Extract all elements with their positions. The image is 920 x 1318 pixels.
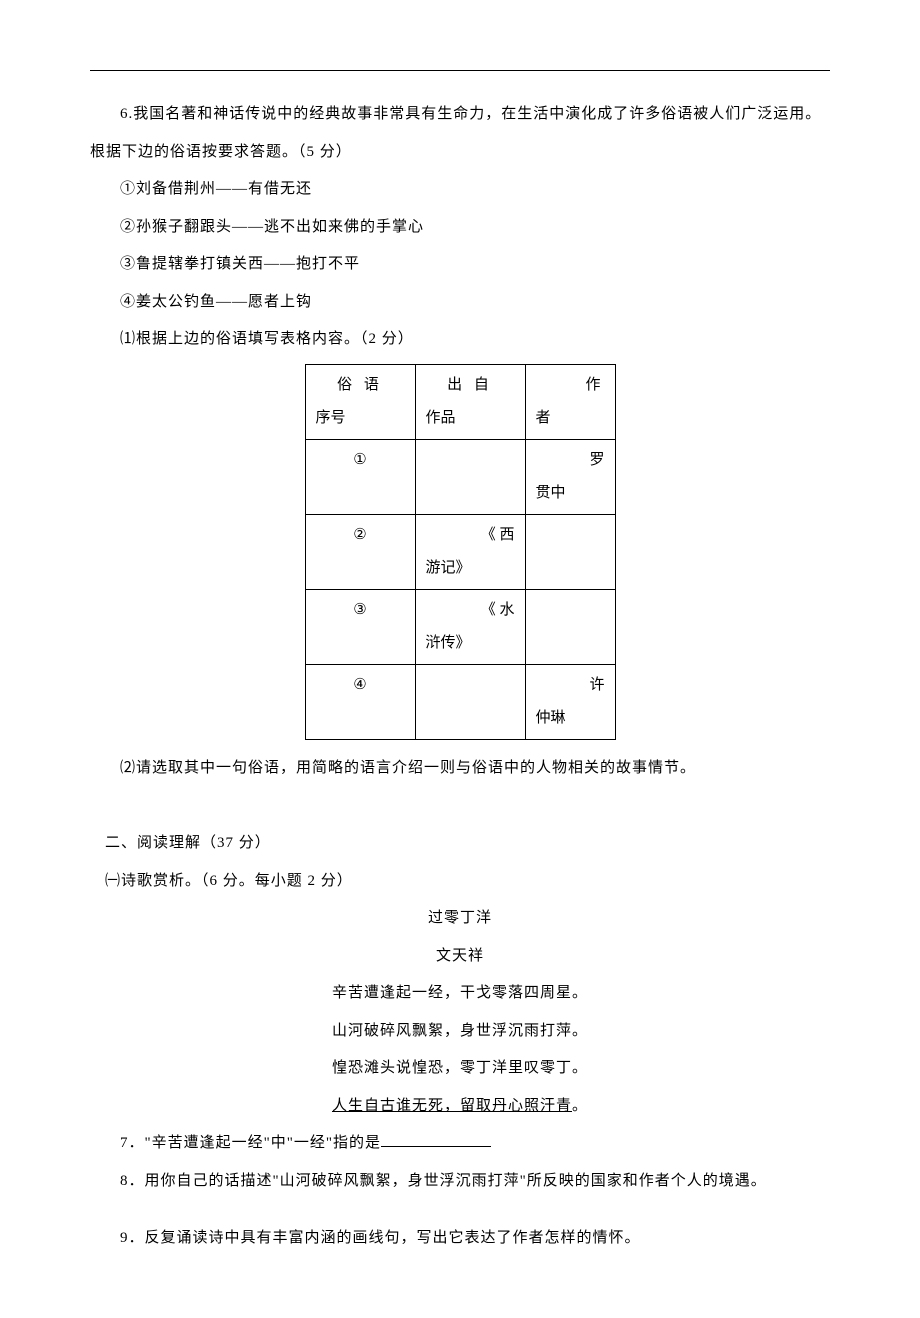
table-row: ① 罗贯中 xyxy=(305,439,615,514)
q7-prefix: 7．"辛苦遭逢起一经"中"一经"指的是 xyxy=(120,1135,381,1151)
q9: 9．反复诵读诗中具有丰富内涵的画线句，写出它表达了作者怎样的情怀。 xyxy=(90,1220,830,1258)
row2-num: ② xyxy=(305,514,415,589)
header-col1-l2: 序号 xyxy=(316,402,405,435)
q7: 7．"辛苦遭逢起一经"中"一经"指的是 xyxy=(90,1125,830,1163)
poem-line-1: 辛苦遭逢起一经，干戈零落四周星。 xyxy=(90,975,830,1013)
q6-item-4: ④姜太公钓鱼——愿者上钩 xyxy=(90,284,830,322)
q6-item-2: ②孙猴子翻跟头——逃不出如来佛的手掌心 xyxy=(90,209,830,247)
q6-item-3: ③鲁提辖拳打镇关西——抱打不平 xyxy=(90,246,830,284)
row2-author xyxy=(525,514,615,589)
poem-last-period: 。 xyxy=(572,1098,588,1114)
row4-work xyxy=(415,664,525,739)
header-col3-l1: 作 xyxy=(536,369,605,402)
header-col1-l1: 俗 语 xyxy=(316,369,405,402)
row1-num: ① xyxy=(305,439,415,514)
section2-title: 二、阅读理解（37 分） xyxy=(90,825,830,863)
table-row: ④ 许仲琳 xyxy=(305,664,615,739)
row3-num: ③ xyxy=(305,589,415,664)
q6-intro-line1: 6.我国名著和神话传说中的经典故事非常具有生命力，在生活中演化成了许多俗语被人们… xyxy=(90,96,830,134)
proverb-table: 俗 语 序号 出 自 作品 作 者 ① 罗贯中 ② 《 西游记》 ③ 《 水浒传… xyxy=(305,364,616,740)
poem-line-2: 山河破碎风飘絮，身世浮沉雨打萍。 xyxy=(90,1013,830,1051)
header-col3: 作 者 xyxy=(525,364,615,439)
header-col1: 俗 语 序号 xyxy=(305,364,415,439)
header-col2-l2: 作品 xyxy=(426,402,515,435)
fill-blank[interactable] xyxy=(381,1146,491,1147)
spacer xyxy=(90,1200,830,1220)
row2-work: 《 西游记》 xyxy=(415,514,525,589)
table-header-row: 俗 语 序号 出 自 作品 作 者 xyxy=(305,364,615,439)
q6-sub2: ⑵请选取其中一句俗语，用简略的语言介绍一则与俗语中的人物相关的故事情节。 xyxy=(90,750,830,788)
poem-line-4: 人生自古谁无死，留取丹心照汗青。 xyxy=(90,1088,830,1126)
row1-author: 罗贯中 xyxy=(525,439,615,514)
header-col3-l2: 者 xyxy=(536,402,605,435)
header-col2: 出 自 作品 xyxy=(415,364,525,439)
spacer xyxy=(90,787,830,825)
page-top-rule xyxy=(90,70,830,71)
table-row: ② 《 西游记》 xyxy=(305,514,615,589)
q8: 8．用你自己的话描述"山河破碎风飘絮，身世浮沉雨打萍"所反映的国家和作者个人的境… xyxy=(90,1163,830,1201)
row1-work xyxy=(415,439,525,514)
q6-intro-line2: 根据下边的俗语按要求答题。（5 分） xyxy=(90,134,830,172)
row4-num: ④ xyxy=(305,664,415,739)
row4-author: 许仲琳 xyxy=(525,664,615,739)
section2-sub: ㈠诗歌赏析。（6 分。每小题 2 分） xyxy=(90,863,830,901)
header-col2-l1: 出 自 xyxy=(426,369,515,402)
q6-item-1: ①刘备借荆州——有借无还 xyxy=(90,171,830,209)
row3-work: 《 水浒传》 xyxy=(415,589,525,664)
row3-author xyxy=(525,589,615,664)
q6-sub1: ⑴根据上边的俗语填写表格内容。（2 分） xyxy=(90,321,830,359)
poem-line-3: 惶恐滩头说惶恐，零丁洋里叹零丁。 xyxy=(90,1050,830,1088)
poem-title: 过零丁洋 xyxy=(90,900,830,938)
poem-last-underlined: 人生自古谁无死，留取丹心照汗青 xyxy=(332,1098,572,1114)
poem-author: 文天祥 xyxy=(90,938,830,976)
table-row: ③ 《 水浒传》 xyxy=(305,589,615,664)
